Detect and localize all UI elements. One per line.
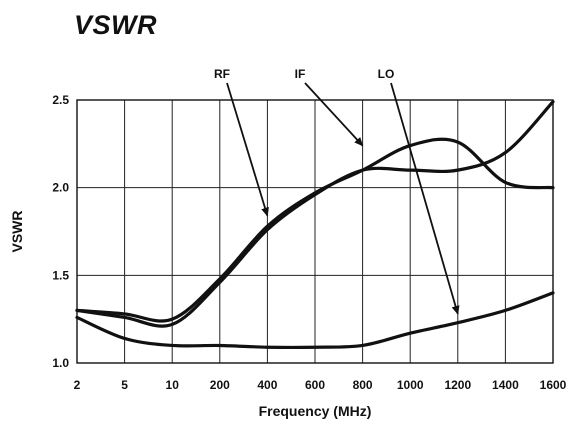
y-tick-label: 1.5 — [52, 268, 69, 282]
figure-title: VSWR — [74, 10, 157, 40]
x-tick-label: 800 — [353, 378, 373, 392]
x-tick-label: 400 — [257, 378, 277, 392]
y-tick-label: 2.0 — [52, 181, 69, 195]
x-tick-label: 5 — [121, 378, 128, 392]
plot-frame — [76, 99, 554, 364]
grid-layer — [77, 100, 553, 363]
x-tick-label: 200 — [210, 378, 230, 392]
x-axis-title: Frequency (MHz) — [259, 403, 372, 419]
series-line-lo — [75, 291, 555, 350]
y-axis-title: VSWR — [9, 211, 25, 253]
x-tick-label: 1600 — [540, 378, 567, 392]
series-line-if — [75, 100, 555, 328]
annotation-arrow-if — [304, 82, 364, 147]
annotation-label-lo: LO — [378, 67, 395, 81]
x-tick-label: 1000 — [397, 378, 424, 392]
x-tick-label: 2 — [74, 378, 81, 392]
annotation-arrow-lo — [390, 82, 460, 315]
y-tick-label: 2.5 — [52, 93, 69, 107]
x-tick-label: 10 — [166, 378, 180, 392]
annotation-label-rf: RF — [214, 67, 230, 81]
series-layer — [75, 100, 555, 350]
annotation-label-if: IF — [295, 67, 306, 81]
annotation-arrow-rf — [226, 82, 269, 217]
x-tick-label: 1400 — [492, 378, 519, 392]
annotation-layer: RF IF LO — [214, 67, 460, 315]
axis-layer: 2 5 10 200 400 600 800 1000 1200 1400 1600 1.0 1.5 2.… — [9, 93, 567, 419]
y-tick-label: 1.0 — [52, 356, 69, 370]
x-tick-label: 600 — [305, 378, 325, 392]
x-tick-label: 1200 — [444, 378, 471, 392]
